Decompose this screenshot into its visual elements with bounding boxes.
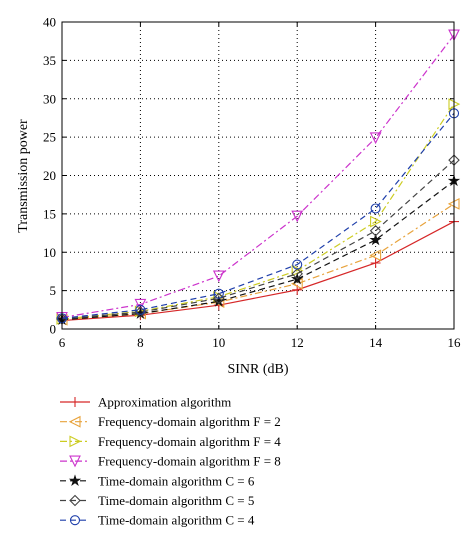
x-tick-label: 8: [137, 335, 144, 350]
legend-label: Time-domain algorithm C = 6: [98, 473, 255, 488]
x-axis-title: SINR (dB): [227, 362, 288, 377]
data-point: [370, 215, 382, 228]
legend-item: Time-domain algorithm C = 4: [60, 513, 255, 528]
legend-marker: [68, 415, 81, 428]
legend-item: Frequency-domain algorithm F = 4: [60, 434, 281, 449]
data-point: [213, 288, 224, 299]
legend-marker: [69, 435, 82, 448]
data-point: [212, 270, 225, 283]
data-point: [369, 132, 382, 145]
tick-marks: [61, 21, 455, 330]
legend-label: Approximation algorithm: [98, 395, 231, 410]
legend-item: Approximation algorithm: [60, 395, 231, 410]
y-tick-label: 30: [43, 91, 56, 106]
y-tick-label: 5: [50, 283, 57, 298]
x-tick-label: 16: [448, 335, 462, 350]
y-axis-title: Transmission power: [16, 119, 31, 233]
y-tick-label: 35: [43, 53, 56, 68]
legend-label: Time-domain algorithm C = 5: [98, 493, 254, 508]
series-line: [61, 112, 455, 319]
series-line: [61, 159, 455, 320]
legend-marker: [69, 455, 81, 468]
data-point: [369, 224, 382, 237]
legend-label: Frequency-domain algorithm F = 8: [98, 454, 281, 469]
y-tick-label: 0: [50, 322, 57, 337]
series-layer: [55, 29, 461, 326]
data-point: [370, 203, 381, 214]
y-tick-label: 25: [43, 130, 56, 145]
legend-marker: [69, 515, 81, 526]
legend: Approximation algorithm Frequency-domain …: [60, 395, 281, 528]
y-tick-label: 10: [43, 245, 56, 260]
series-7: [56, 108, 460, 324]
data-point: [135, 304, 146, 315]
x-tick-label: 6: [59, 335, 66, 350]
legend-item: Frequency-domain algorithm F = 8: [60, 454, 281, 469]
data-point: [370, 257, 381, 268]
x-tick-label: 14: [369, 335, 383, 350]
legend-marker: [68, 474, 82, 487]
data-point: [292, 259, 303, 270]
grid-lines: [62, 22, 454, 329]
legend-item: Frequency-domain algorithm F = 2: [60, 414, 281, 429]
data-point: [369, 233, 382, 246]
x-tick-label: 10: [212, 335, 225, 350]
legend-label: Frequency-domain algorithm F = 4: [98, 434, 281, 449]
y-tick-label: 20: [43, 168, 56, 183]
tick-labels: 6 8 10 12 14 16 0 5 10 15 20 25 30 35 40: [43, 15, 461, 351]
legend-item: Time-domain algorithm C = 5: [60, 493, 254, 508]
legend-label: Time-domain algorithm C = 4: [98, 513, 255, 528]
legend-label: Frequency-domain algorithm F = 2: [98, 414, 281, 429]
series-line: [61, 180, 455, 321]
legend-marker: [69, 494, 81, 507]
data-point: [291, 267, 303, 280]
y-tick-label: 40: [43, 15, 56, 30]
data-point: [369, 249, 382, 262]
legend-item: Time-domain algorithm C = 6: [60, 473, 255, 488]
legend-marker: [70, 397, 80, 407]
series-line: [61, 103, 455, 320]
y-tick-label: 15: [43, 206, 56, 221]
data-point: [291, 210, 304, 223]
series-line: [61, 221, 455, 322]
data-point: [134, 298, 147, 311]
series-line: [61, 34, 455, 319]
x-tick-label: 12: [291, 335, 304, 350]
